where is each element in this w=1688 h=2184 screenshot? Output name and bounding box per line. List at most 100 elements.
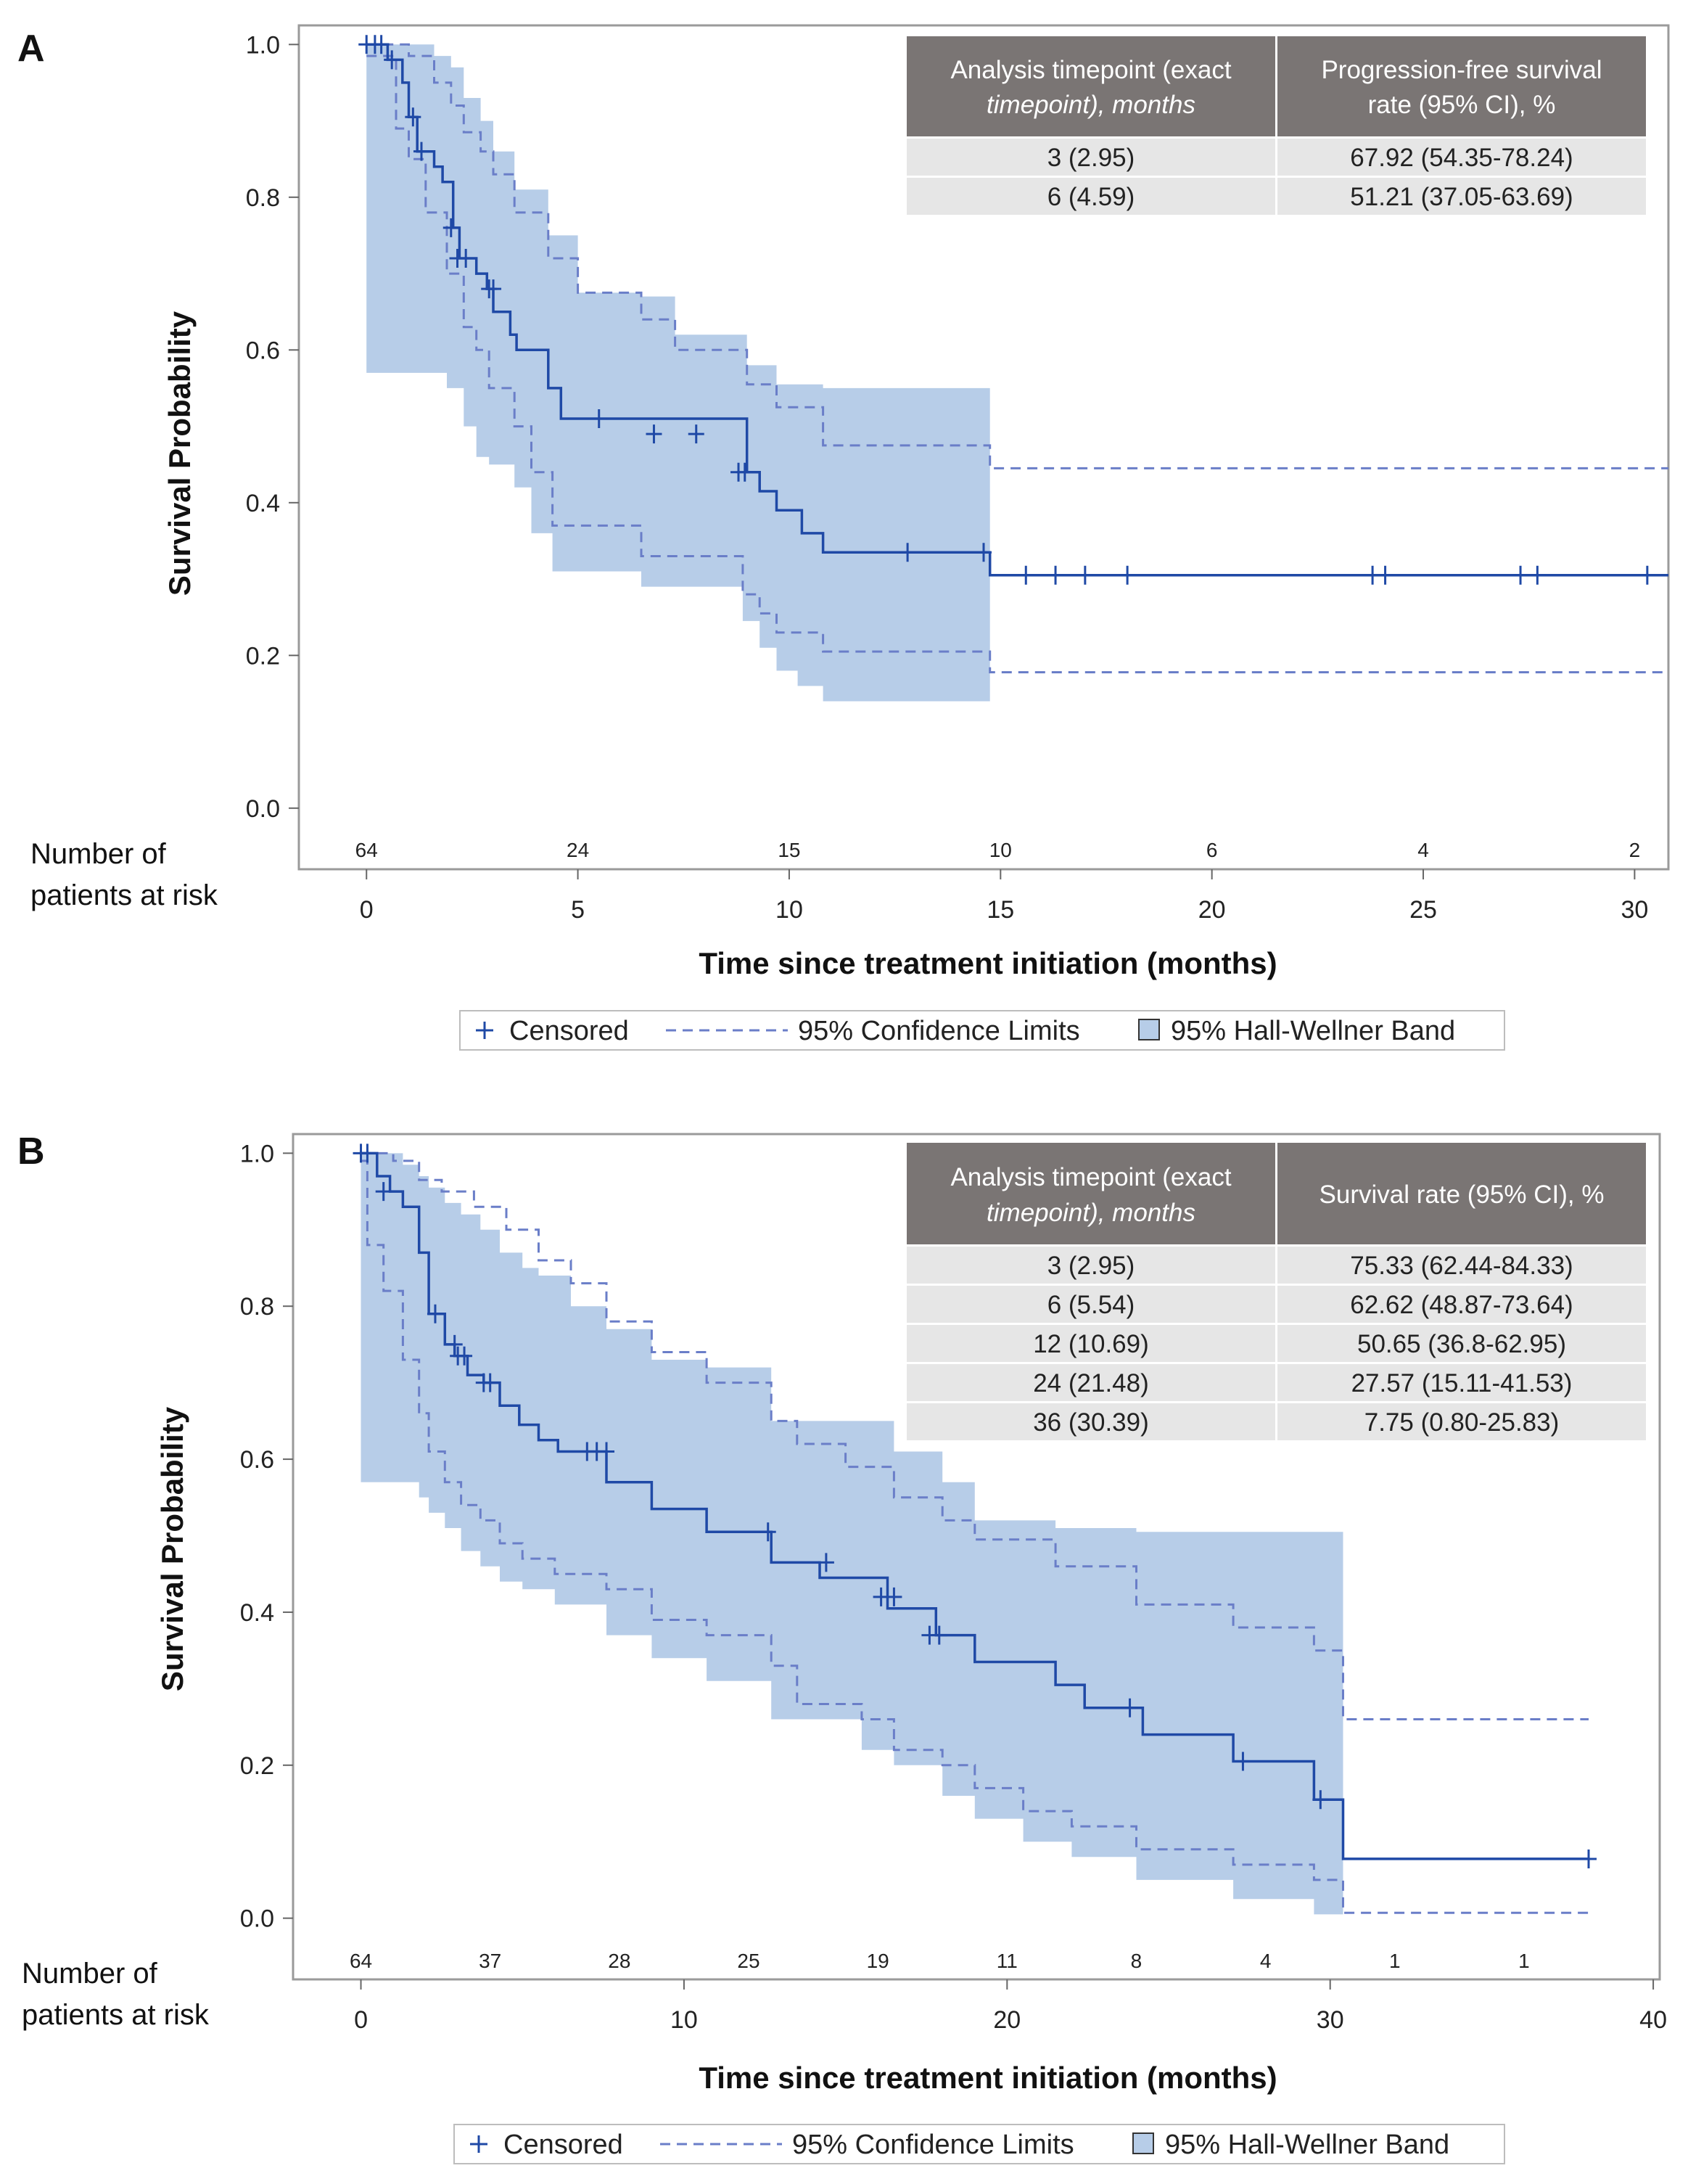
censored-marker [442,218,459,237]
band-legend-swatch [1138,1019,1160,1040]
x-tick-label: 20 [993,2006,1021,2034]
hall-wellner-band [361,1153,1343,1915]
upper-confidence-limit [366,43,1668,469]
y-tick-label: 0.2 [246,642,280,670]
table-row-timepoint: 36 (30.39) [1033,1408,1149,1437]
y-tick-label: 1.0 [246,31,280,59]
legend-a: Censored 95% Confidence Limits 95% Hall-… [459,1010,1505,1051]
censored-marker [1018,565,1034,585]
censored-marker [976,543,992,562]
lower-confidence-limit [361,1159,1589,1914]
censored-marker [485,279,502,299]
plot-frame-a [297,24,1670,871]
table-cell [907,1325,1275,1362]
censored-marker [1235,1752,1251,1771]
y-tick-label: 0.4 [246,490,280,517]
risk-count: 64 [350,1950,372,1972]
censored-marker [384,50,400,70]
table-row-rate: 75.33 (62.44-84.33) [1350,1252,1573,1280]
inset-table-a: Analysis timepoint (exact timepoint), mo… [907,36,1646,215]
table-row-timepoint: 3 (2.95) [1047,144,1135,172]
x-tick-label: 40 [1639,2006,1667,2034]
legend-band-label: 95% Hall-Wellner Band [1165,2130,1449,2160]
censored-marker [598,1442,615,1461]
censored-legend-marker [476,1022,493,1039]
panel-a: A Survival Probability 0.0 0.2 0.4 0.6 0.8 1.… [17,24,1670,1051]
table-row-rate: 50.65 (36.8-62.95) [1357,1330,1566,1358]
censored-marker [1581,1849,1597,1868]
x-tick-label: 30 [1317,2006,1344,2034]
survival-curve [361,1151,1589,1860]
upper-confidence-limit [361,1151,1589,1720]
censored-marker [931,1625,947,1645]
x-tick-label: 10 [775,896,803,924]
table-row-rate: 67.92 (54.35-78.24) [1350,144,1573,172]
table-header-line: Survival rate (95% CI), % [1319,1181,1605,1209]
censored-marker [458,249,474,268]
censored-marker [886,1587,902,1606]
table-cell [907,178,1275,215]
risk-count: 1 [1389,1950,1401,1972]
censored-marker [759,1522,776,1542]
censored-marker [1639,565,1655,585]
censored-legend-marker [470,2135,487,2153]
risk-count: 2 [1629,839,1641,861]
x-tick-label: 0 [360,896,374,924]
censored-marker [736,462,753,482]
table-header-line: timepoint), months [987,1199,1195,1227]
table-cell [1277,1325,1646,1362]
table-cell [907,1286,1275,1323]
risk-count: 11 [997,1950,1018,1972]
legend-censored-label: Censored [509,1016,629,1046]
censored-marker [1047,565,1064,585]
table-row-rate: 27.57 (15.11-41.53) [1351,1369,1573,1397]
table-cell [907,1247,1275,1284]
table-cell [907,1364,1275,1401]
table-row-rate: 51.21 (37.05-63.69) [1350,183,1573,211]
censored-marker [646,424,662,444]
inset-table-b: Analysis timepoint (exact timepoint), mo… [907,1143,1646,1440]
legend-confidence-label: 95% Confidence Limits [792,2130,1074,2160]
risk-count: 1 [1518,1950,1530,1972]
table-cell [1277,1247,1646,1284]
risk-count: 28 [608,1950,630,1972]
panel-label-b: B [17,1130,45,1173]
risk-table-label: patients at risk [30,879,218,911]
censored-marker [1529,565,1546,585]
x-axis-title-a: Time since treatment initiation (months) [699,946,1277,980]
censored-marker [405,107,421,127]
x-tick-label: 30 [1621,896,1648,924]
y-tick-label: 0.2 [240,1752,274,1780]
y-tick-label: 0.0 [246,795,280,823]
censored-marker [413,141,429,161]
table-row-timepoint: 6 (4.59) [1047,183,1135,211]
table-cell [907,139,1275,176]
risk-count: 15 [778,839,800,861]
table-row-rate: 7.75 (0.80-25.83) [1364,1408,1560,1437]
censored-marker [427,1304,443,1323]
risk-count: 25 [737,1950,759,1972]
legend-band-label: 95% Hall-Wellner Band [1171,1016,1455,1046]
x-tick-label: 20 [1198,896,1226,924]
table-header-line: Analysis timepoint (exact [950,1163,1231,1191]
y-axis-label-a: Survival Probability [162,311,197,596]
censored-marker [688,424,704,444]
table-cell [1277,1286,1646,1323]
risk-count: 8 [1131,1950,1143,1972]
y-tick-label: 0.4 [240,1599,274,1627]
risk-count: 10 [989,839,1012,861]
censored-marker [1377,565,1393,585]
y-tick-label: 0.6 [240,1446,274,1474]
censored-marker [359,1144,376,1163]
censored-marker [456,1346,473,1366]
censored-marker [1119,565,1136,585]
risk-table-label: Number of [30,838,167,870]
y-axis-title-b: Survival Probability [155,1406,189,1691]
table-row-timepoint: 12 (10.69) [1033,1330,1149,1358]
risk-count: 4 [1260,1950,1272,1972]
y-tick-label: 0.8 [240,1293,274,1321]
censored-marker [1512,565,1529,585]
